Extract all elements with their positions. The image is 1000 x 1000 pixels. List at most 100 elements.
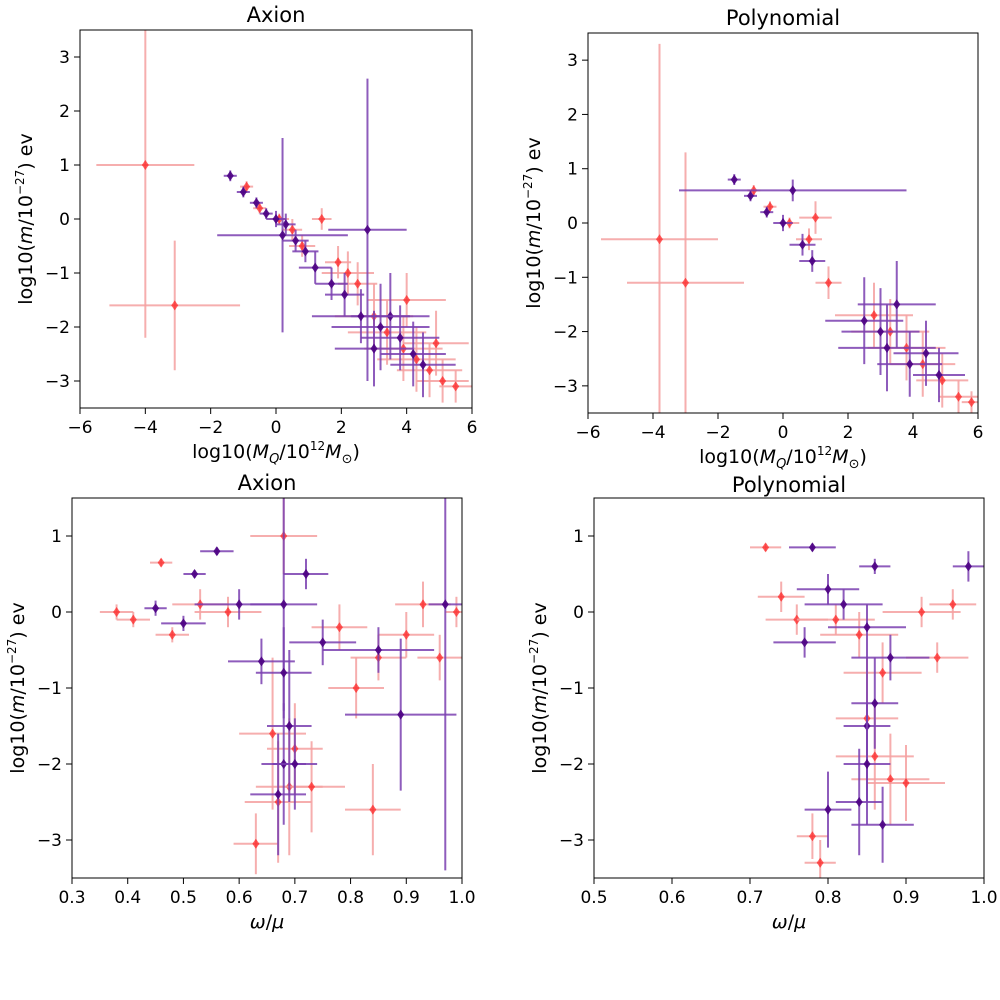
y-tick-label: 1 [567, 160, 578, 180]
data-point-purple [801, 637, 809, 648]
x-tick-label: 0.3 [58, 888, 85, 908]
data-point-purple [280, 667, 288, 678]
x-axis-label: log10(MQ/1012M⊙) [192, 439, 360, 467]
data-point-red [352, 683, 360, 693]
data-point-red [777, 591, 785, 602]
data-point-red [886, 774, 894, 785]
data-point-purple [311, 262, 319, 273]
x-tick-label: −2 [705, 423, 730, 443]
data-point-purple [226, 170, 234, 181]
data-point-red [344, 268, 352, 278]
y-tick-label: −2 [553, 323, 578, 343]
data-point-purple [419, 359, 427, 370]
y-tick-label: 2 [567, 105, 578, 125]
data-point-purple [357, 311, 365, 322]
data-point-purple [883, 342, 891, 353]
data-point-purple [808, 256, 816, 266]
data-point-purple [441, 599, 449, 610]
y-axis-label: log10(m/10−27) ev [521, 137, 545, 308]
x-tick-label: 0 [271, 418, 282, 438]
x-tick-label: 0.5 [580, 888, 607, 908]
data-point-purple [877, 326, 884, 337]
data-point-purple [341, 289, 349, 300]
data-point-purple [863, 622, 871, 633]
data-point-red [656, 234, 663, 245]
y-tick-label: 1 [59, 156, 70, 176]
data-point-purple [239, 187, 247, 197]
data-point-purple [779, 218, 787, 228]
data-point-red [335, 622, 343, 633]
y-tick-label: 3 [59, 48, 70, 68]
data-point-red [402, 629, 410, 640]
data-point-red [334, 257, 342, 268]
data-point-red [938, 375, 946, 386]
data-point-purple [152, 603, 160, 614]
data-point-purple [262, 208, 270, 219]
data-point-purple [257, 656, 265, 667]
data-point-red [171, 300, 179, 311]
data-point-purple [274, 789, 282, 800]
x-tick-label: 0.6 [226, 888, 253, 908]
data-point-red [298, 241, 306, 251]
data-point-purple [789, 185, 797, 196]
y-tick-label: 0 [51, 603, 62, 623]
data-point-purple [280, 599, 288, 610]
y-tick-label: 1 [51, 527, 62, 547]
data-point-purple [808, 542, 816, 553]
data-point-purple [730, 174, 738, 185]
data-point-red [436, 652, 444, 663]
panel-title: Axion [238, 471, 297, 495]
x-tick-label: 0.7 [281, 888, 308, 908]
x-axis-label: log10(MQ/1012M⊙) [699, 444, 867, 472]
data-point-purple [799, 239, 806, 250]
data-point-red [762, 542, 770, 553]
data-point-purple [824, 804, 832, 815]
y-tick-label: −3 [37, 831, 62, 851]
panel-title: Axion [247, 3, 306, 27]
y-tick-label: −3 [553, 377, 578, 397]
data-point-red [403, 295, 411, 305]
data-point-purple [370, 343, 378, 354]
data-point-purple [886, 652, 894, 663]
y-tick-label: −2 [559, 755, 584, 775]
x-tick-label: 6 [973, 423, 984, 443]
x-tick-label: 0 [778, 423, 789, 443]
y-tick-label: −1 [553, 268, 578, 288]
data-point-purple [292, 235, 300, 246]
panel-bottom-right: Polynomial 0.5 0.6 0.7 0.8 0.9 1.0 −3 −2 −1 0 1 ω/μ… [527, 473, 998, 933]
panel-top-right: Polynomial −6 −4 −2 0 2 4 6 −3 −2 −1 0 1 2 3 log10(MQ/… [521, 6, 983, 472]
y-tick-label: 3 [567, 51, 578, 71]
y-axis-label: log10(m/10−27) ev [527, 602, 551, 773]
plot-frame [593, 497, 985, 879]
data-point-red [129, 614, 137, 625]
data-point-red [269, 728, 277, 739]
y-axis-label: log10(m/10−27) ev [13, 133, 37, 304]
data-point-red [243, 181, 251, 192]
data-point-red [766, 201, 774, 212]
data-point-red [812, 212, 819, 223]
y-tick-label: 0 [59, 210, 70, 230]
data-point-purple [824, 584, 832, 595]
data-point-purple [301, 246, 309, 257]
data-point-red [419, 599, 427, 610]
data-point-purple [397, 709, 405, 720]
data-point-purple [282, 219, 290, 230]
data-point-purple [252, 197, 260, 208]
data-point-red [252, 838, 260, 849]
data-point-purple [272, 214, 280, 224]
data-point-red [224, 607, 232, 617]
data-point-purple [374, 645, 382, 655]
data-point-purple [855, 797, 863, 807]
y-tick-label: 0 [567, 214, 578, 234]
plot-frame [71, 497, 463, 879]
x-tick-label: 0.6 [658, 888, 685, 908]
data-point-red [808, 831, 816, 842]
data-point-red [412, 354, 420, 365]
data-point-red [955, 391, 962, 402]
data-point-red [383, 327, 391, 338]
y-tick-label: 2 [59, 102, 70, 122]
data-point-red [256, 203, 264, 214]
data-point-purple [906, 359, 914, 370]
data-point-red [452, 381, 460, 392]
